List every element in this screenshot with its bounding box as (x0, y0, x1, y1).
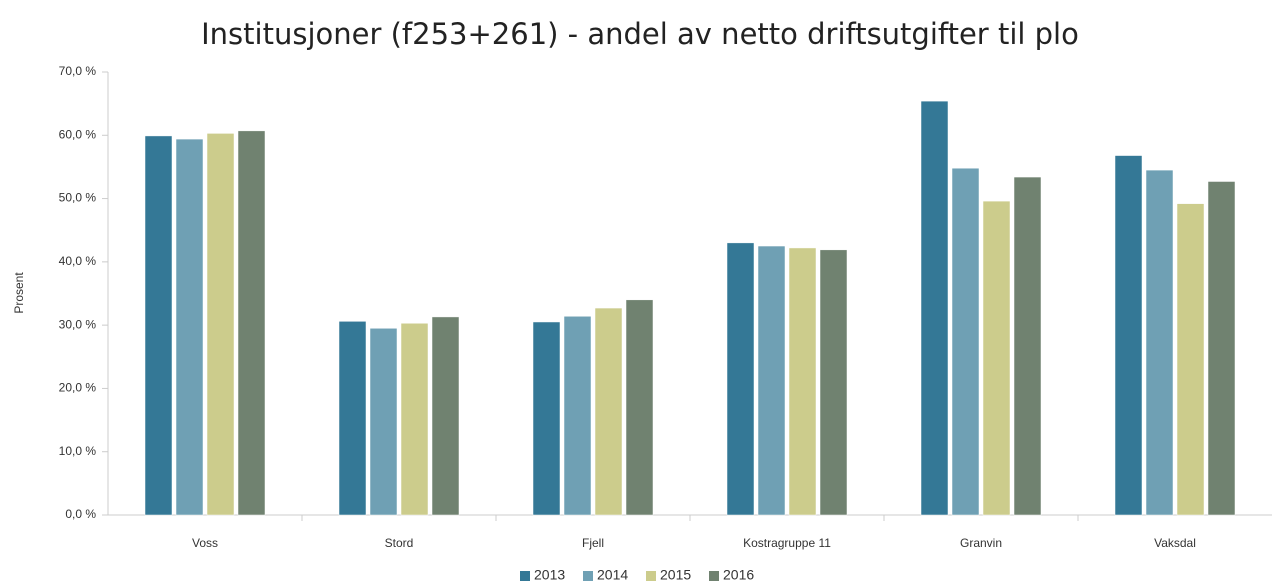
y-tick-label: 70,0 % (59, 64, 97, 78)
x-tick-label: Stord (385, 536, 414, 550)
x-tick-label: Vaksdal (1154, 536, 1196, 550)
bar (237, 130, 266, 516)
y-tick-label: 40,0 % (59, 254, 97, 268)
x-tick-label: Voss (192, 536, 218, 550)
y-tick-label: 10,0 % (59, 444, 97, 458)
y-tick-label: 30,0 % (59, 317, 97, 331)
x-tick-label: Granvin (960, 536, 1002, 550)
bar (1013, 176, 1042, 516)
legend-label: 2015 (660, 567, 691, 582)
bar (1145, 169, 1174, 516)
y-tick-label: 50,0 % (59, 191, 97, 205)
bar (1114, 155, 1143, 516)
bar (757, 245, 786, 516)
bar (431, 316, 460, 516)
bar (563, 316, 592, 516)
bar (726, 242, 755, 516)
x-tick-label: Fjell (582, 536, 604, 550)
bar (338, 321, 367, 516)
y-axis-label: Prosent (12, 272, 26, 314)
bar (982, 200, 1011, 516)
bar (532, 321, 561, 516)
legend-swatch (520, 571, 530, 581)
bar (920, 100, 949, 516)
legend-swatch (709, 571, 719, 581)
legend-swatch (646, 571, 656, 581)
chart-title: Institusjoner (f253+261) - andel av nett… (201, 17, 1079, 51)
bar (206, 133, 235, 516)
bar (625, 299, 654, 516)
bar (1207, 181, 1236, 516)
bar (951, 167, 980, 516)
bar (1176, 203, 1205, 516)
y-tick-label: 0,0 % (65, 507, 96, 521)
legend-label: 2013 (534, 567, 565, 582)
bar (369, 328, 398, 516)
y-tick-label: 60,0 % (59, 127, 97, 141)
y-tick-label: 20,0 % (59, 381, 97, 395)
legend-label: 2014 (597, 567, 628, 582)
bar (819, 249, 848, 516)
bar (788, 247, 817, 516)
legend-swatch (583, 571, 593, 581)
bar (144, 135, 173, 516)
bar (594, 307, 623, 516)
bar (175, 138, 204, 516)
bar (400, 322, 429, 516)
x-tick-label: Kostragruppe 11 (743, 536, 831, 550)
legend-label: 2016 (723, 567, 754, 582)
